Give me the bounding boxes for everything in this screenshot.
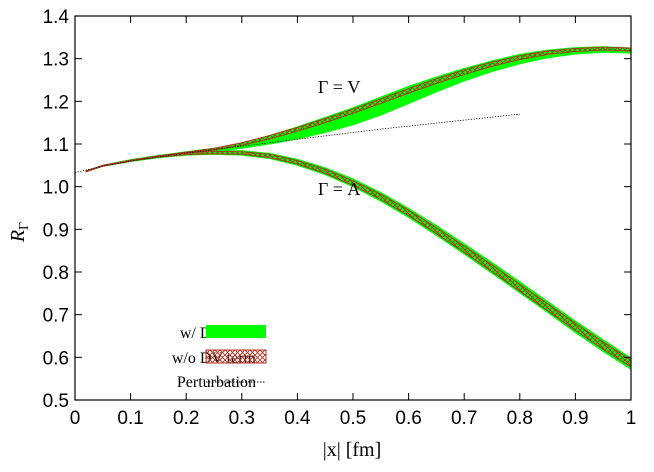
legend-swatch-with-dv — [206, 325, 266, 338]
x-tick-label: 0.8 — [507, 408, 533, 429]
x-tick-label: 0.9 — [562, 408, 588, 429]
perturbation-line — [74, 113, 520, 173]
y-tick-label: 0.7 — [43, 306, 69, 327]
x-tick-label: 0 — [70, 408, 81, 429]
x-tick-label: 1 — [626, 408, 637, 429]
x-tick-label: 0.6 — [395, 408, 421, 429]
y-tick-label: 0.5 — [43, 391, 69, 412]
y-tick-label: 1.0 — [43, 178, 69, 199]
y-tick-label: 1.2 — [43, 92, 69, 113]
y-axis-title: RΓ — [7, 222, 32, 243]
plot-frame — [74, 15, 632, 401]
legend-swatch-without-dv — [205, 349, 267, 364]
y-tick-label: 1.4 — [43, 7, 70, 28]
y-tick-label: 1.3 — [43, 50, 69, 71]
x-tick-label: 0.5 — [340, 408, 366, 429]
x-axis: 0 0.1 0.2 0.3 0.4 0.5 0.6 0.7 0.8 0.9 1 — [70, 16, 637, 429]
y-tick-label: 0.9 — [43, 220, 69, 241]
y-tick-label: 1.1 — [43, 135, 69, 156]
annotation-gamma-a: Γ = A — [318, 179, 361, 199]
x-tick-label: 0.4 — [284, 408, 311, 429]
y-tick-label: 0.6 — [43, 348, 69, 369]
y-axis: 0.5 0.6 0.7 0.8 0.9 1.0 1.1 1.2 1.3 1.4 — [43, 7, 631, 412]
perturbation-group — [74, 113, 520, 173]
x-tick-label: 0.3 — [229, 408, 255, 429]
y-axis-title-subscript: Γ — [17, 222, 32, 230]
x-tick-label: 0.1 — [117, 408, 143, 429]
x-axis-title: |x| [fm] — [323, 439, 382, 461]
band-without-dv-v — [85, 46, 632, 173]
annotation-gamma-v: Γ = V — [318, 77, 361, 97]
y-tick-label: 0.8 — [43, 263, 69, 284]
x-tick-label: 0.7 — [451, 408, 477, 429]
y-axis-title-main: R — [7, 230, 29, 243]
legend: w/ DV term w/o DV term Perturbation — [172, 325, 267, 391]
x-tick-label: 0.2 — [173, 408, 199, 429]
